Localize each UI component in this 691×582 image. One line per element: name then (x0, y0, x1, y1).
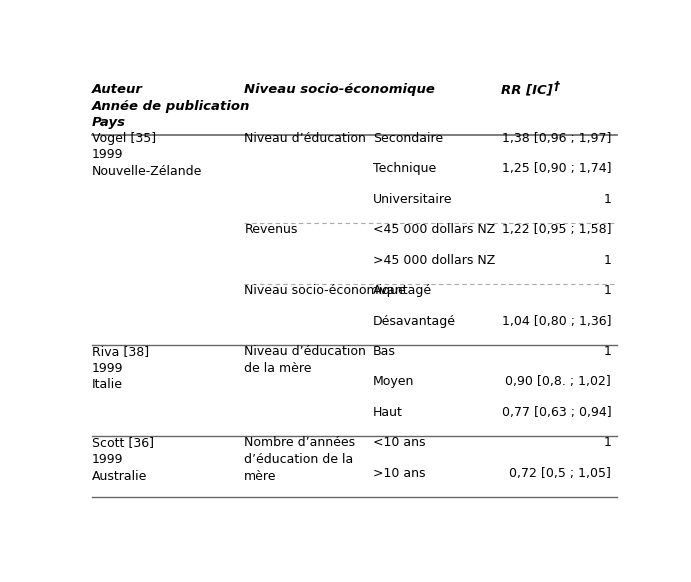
Text: <10 ans: <10 ans (373, 436, 426, 449)
Text: Secondaire: Secondaire (373, 132, 443, 145)
Text: 0,90 [0,8. ; 1,02]: 0,90 [0,8. ; 1,02] (505, 375, 611, 388)
Text: 1: 1 (603, 345, 611, 358)
Text: Technique: Technique (373, 162, 436, 175)
Text: Universitaire: Universitaire (373, 193, 453, 205)
Text: Niveau socio-économique: Niveau socio-économique (245, 284, 406, 297)
Text: Revenus: Revenus (245, 223, 298, 236)
Text: 1: 1 (603, 254, 611, 267)
Text: 1,38 [0,96 ; 1,97]: 1,38 [0,96 ; 1,97] (502, 132, 611, 145)
Text: Australie: Australie (92, 470, 147, 482)
Text: 1: 1 (603, 436, 611, 449)
Text: 0,77 [0,63 ; 0,94]: 0,77 [0,63 ; 0,94] (502, 406, 611, 419)
Text: d’éducation de la: d’éducation de la (245, 453, 354, 466)
Text: Nombre d’années: Nombre d’années (245, 436, 355, 449)
Text: Pays: Pays (92, 116, 126, 129)
Text: de la mère: de la mère (245, 361, 312, 375)
Text: Désavantagé: Désavantagé (373, 314, 456, 328)
Text: Avantagé: Avantagé (373, 284, 432, 297)
Text: Moyen: Moyen (373, 375, 415, 388)
Text: Niveau d’éducation: Niveau d’éducation (245, 132, 366, 145)
Text: Riva [38]: Riva [38] (92, 345, 149, 358)
Text: Haut: Haut (373, 406, 403, 419)
Text: 1999: 1999 (92, 148, 123, 161)
Text: 0,72 [0,5 ; 1,05]: 0,72 [0,5 ; 1,05] (509, 467, 611, 480)
Text: †: † (554, 80, 560, 93)
Text: RR [IC]: RR [IC] (502, 83, 553, 96)
Text: Scott [36]: Scott [36] (92, 436, 153, 449)
Text: 1: 1 (603, 193, 611, 205)
Text: 1999: 1999 (92, 361, 123, 375)
Text: 1: 1 (603, 284, 611, 297)
Text: >10 ans: >10 ans (373, 467, 426, 480)
Text: Bas: Bas (373, 345, 396, 358)
Text: 1999: 1999 (92, 453, 123, 466)
Text: 1,22 [0,95 ; 1,58]: 1,22 [0,95 ; 1,58] (502, 223, 611, 236)
Text: Année de publication: Année de publication (92, 100, 250, 113)
Text: Niveau socio-économique: Niveau socio-économique (245, 83, 435, 96)
Text: Auteur: Auteur (92, 83, 142, 96)
Text: >45 000 dollars NZ: >45 000 dollars NZ (373, 254, 495, 267)
Text: mère: mère (245, 470, 277, 482)
Text: <45 000 dollars NZ: <45 000 dollars NZ (373, 223, 495, 236)
Text: Vogel [35]: Vogel [35] (92, 132, 156, 145)
Text: 1,25 [0,90 ; 1,74]: 1,25 [0,90 ; 1,74] (502, 162, 611, 175)
Text: Niveau d’éducation: Niveau d’éducation (245, 345, 366, 358)
Text: Nouvelle-Zélande: Nouvelle-Zélande (92, 165, 202, 178)
Text: 1,04 [0,80 ; 1,36]: 1,04 [0,80 ; 1,36] (502, 314, 611, 328)
Text: Italie: Italie (92, 378, 123, 391)
